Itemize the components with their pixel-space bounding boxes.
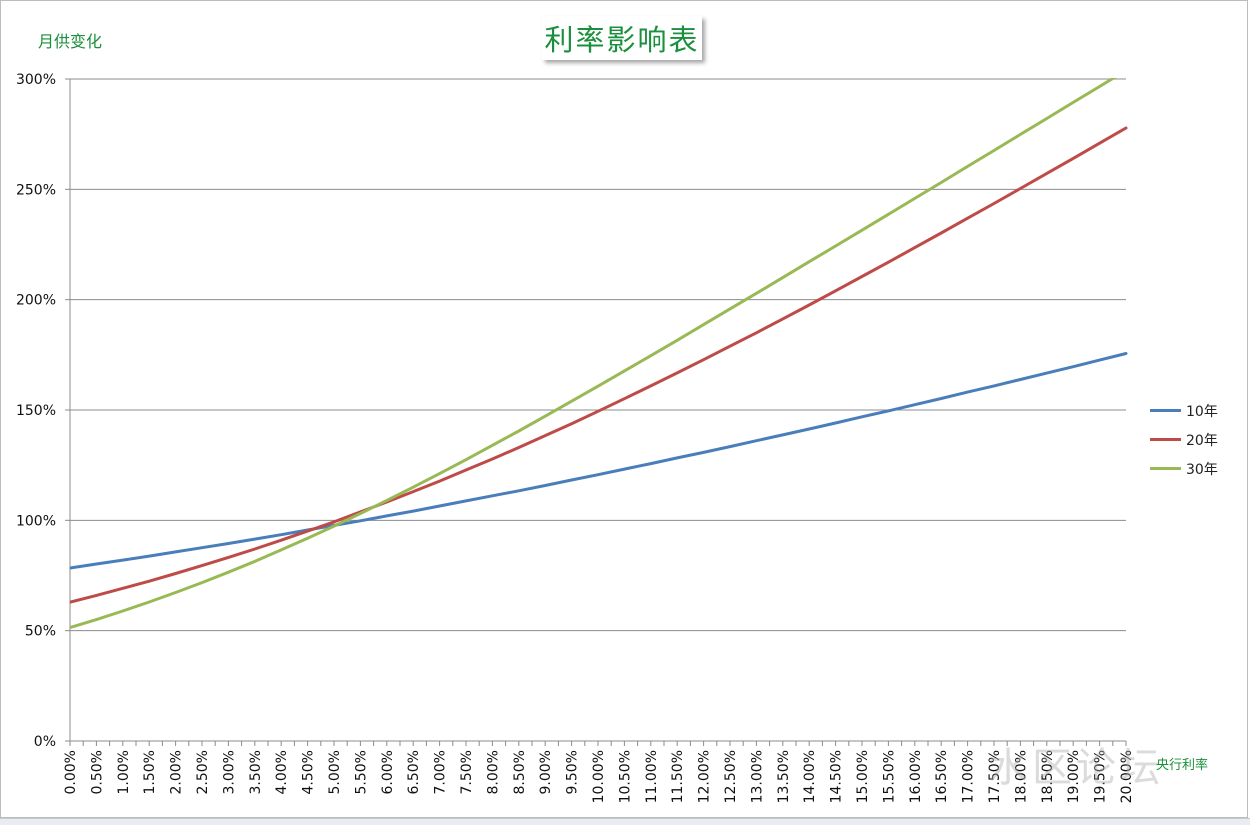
watermark-text: 水区论坛 (988, 745, 1164, 791)
x-tick-label: 14.00% (802, 750, 818, 803)
x-tick-label: 20.00% (1119, 750, 1135, 803)
x-tick-label: 8.50% (512, 750, 528, 794)
legend-swatch (1150, 438, 1181, 441)
x-tick-label: 11.00% (644, 750, 660, 803)
chart-title: 利率影响表 (542, 16, 702, 60)
x-tick-label: 17.50% (987, 750, 1003, 803)
x-tick-label: 2.50% (195, 750, 211, 794)
x-tick-label: 9.00% (538, 750, 554, 794)
x-tick-label: 19.00% (1066, 750, 1082, 803)
x-tick-label: 0.50% (89, 750, 105, 794)
x-tick-label: 1.00% (116, 750, 132, 794)
x-tick-label: 5.00% (327, 750, 343, 794)
y-tick-label: 0% (34, 734, 56, 750)
series-lines (70, 78, 1128, 630)
legend: 10年 20年 30年 (1150, 396, 1218, 483)
x-tick-label: 11.50% (670, 750, 686, 803)
y-axis-label: 月供变化 (38, 32, 103, 51)
legend-item: 30年 (1150, 454, 1218, 483)
x-tick-label: 4.00% (274, 750, 290, 794)
y-tick-label: 100% (16, 513, 56, 529)
x-tick-label: 8.00% (485, 750, 501, 794)
x-tick-label: 10.00% (591, 750, 607, 803)
x-tick-label: 4.50% (301, 750, 317, 794)
series-line (70, 78, 1117, 630)
sheet-bottom-strip (0, 818, 1250, 825)
x-tick-label: 7.50% (459, 750, 475, 794)
legend-swatch (1150, 409, 1181, 412)
x-tick-label: 9.50% (565, 750, 581, 794)
x-tick-label: 3.50% (248, 750, 264, 794)
legend-swatch (1150, 467, 1181, 470)
x-tick-label: 0.00% (63, 750, 79, 794)
x-tick-label: 16.00% (908, 750, 924, 803)
y-tick-labels: 0% 50% 100% 150% 200% 250% 300% (16, 72, 56, 750)
y-tick-label: 300% (16, 72, 56, 88)
x-tick-label: 16.50% (934, 750, 950, 803)
x-tick-label: 13.00% (749, 750, 765, 803)
legend-label: 20年 (1186, 432, 1218, 449)
x-tick-label: 12.00% (697, 750, 713, 803)
x-tick-label: 15.50% (881, 750, 897, 803)
x-tick-labels: 0.00% 0.50% 1.00% 1.50% 2.00% 2.50% 3.00% 3.50%… (63, 750, 1135, 803)
legend-label: 10年 (1186, 403, 1218, 420)
x-tick-label: 12.50% (723, 750, 739, 803)
x-tick-label: 18.00% (1013, 750, 1029, 803)
x-tick-label: 19.50% (1093, 750, 1109, 803)
gridlines (70, 78, 1126, 632)
x-tick-label: 17.00% (961, 750, 977, 803)
legend-item: 10年 (1150, 396, 1218, 425)
y-tick-label: 200% (16, 293, 56, 309)
axes (65, 78, 1127, 746)
x-tick-label: 10.50% (617, 750, 633, 803)
y-tick-label: 150% (16, 403, 56, 419)
x-tick-label: 1.50% (142, 750, 158, 794)
legend-item: 20年 (1150, 425, 1218, 454)
x-tick-label: 5.50% (353, 750, 369, 794)
x-tick-label: 2.00% (169, 750, 185, 794)
x-tick-label: 6.50% (406, 750, 422, 794)
x-tick-label: 15.00% (855, 750, 871, 803)
y-tick-label: 250% (16, 182, 56, 198)
y-tick-label: 50% (25, 624, 56, 640)
x-tick-label: 13.50% (776, 750, 792, 803)
series-line (70, 352, 1128, 570)
x-tick-label: 7.00% (433, 750, 449, 794)
x-tick-label: 6.00% (380, 750, 396, 794)
legend-label: 30年 (1186, 461, 1218, 478)
x-tick-label: 18.50% (1040, 750, 1056, 803)
x-tick-label: 3.00% (221, 750, 237, 794)
x-axis-label: 央行利率 (1156, 758, 1209, 773)
x-tick-label: 14.50% (829, 750, 845, 803)
series-line (70, 126, 1128, 604)
